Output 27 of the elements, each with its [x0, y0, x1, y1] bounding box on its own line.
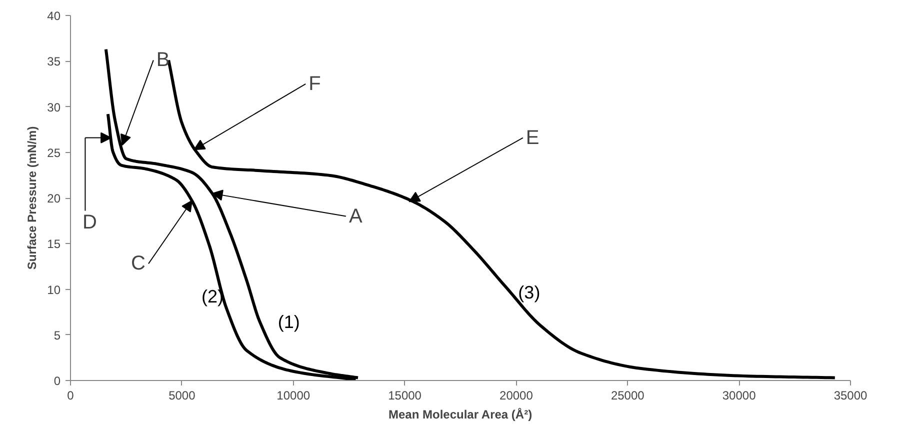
y-tick-label: 0: [54, 374, 61, 388]
y-tick-label: 35: [47, 54, 61, 69]
annotation: F: [308, 72, 321, 95]
x-tick-label: 35000: [834, 388, 868, 402]
x-tick-label: 5000: [168, 388, 196, 402]
y-tick-label: 20: [47, 192, 61, 206]
y-tick-label: 5: [54, 328, 61, 342]
y-tick-label: 10: [47, 282, 61, 297]
annotation: C: [131, 252, 146, 275]
series-label: (1): [278, 312, 300, 332]
annotation: B: [156, 49, 170, 72]
y-tick-label: 15: [47, 237, 61, 252]
x-tick-label: 15000: [388, 388, 422, 402]
annotation: D: [82, 212, 97, 234]
x-tick-label: 10000: [276, 388, 310, 402]
x-axis-title: Mean Molecular Area (Å²): [388, 408, 532, 422]
y-tick-label: 30: [47, 100, 61, 114]
x-tick-label: 25000: [610, 388, 645, 402]
x-tick-label: 0: [67, 388, 74, 402]
annotation: E: [526, 126, 540, 149]
y-tick-label: 25: [47, 146, 61, 160]
y-axis-title: Surface Pressure (mN/m): [25, 126, 40, 270]
series-label: (3): [518, 282, 540, 302]
x-tick-label: 30000: [722, 388, 756, 402]
x-tick-label: 20000: [500, 388, 534, 402]
y-tick-label: 40: [47, 9, 61, 23]
annotation: A: [348, 205, 363, 228]
